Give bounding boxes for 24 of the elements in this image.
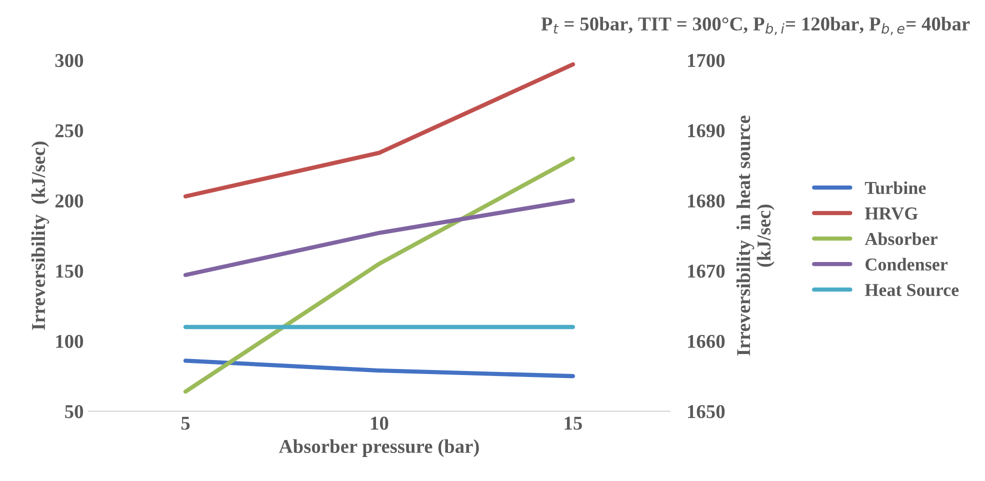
y-tick-label: 150 bbox=[56, 264, 84, 278]
legend-label: Absorber bbox=[864, 232, 938, 246]
legend-label: Heat Source bbox=[864, 284, 959, 296]
y2-tick-label: 1680 bbox=[688, 194, 725, 208]
legend-label: Turbine bbox=[864, 181, 926, 194]
y2-tick-label: 1700 bbox=[688, 54, 725, 68]
y-tick-label: 50 bbox=[65, 405, 84, 418]
x-tick-label: 10 bbox=[371, 416, 388, 430]
y-axis-title: Irreversibility (kJ/sec) bbox=[31, 142, 50, 330]
y-tick-label: 200 bbox=[55, 194, 84, 208]
legend-label: HRVG bbox=[864, 207, 918, 220]
y2-axis-title: Irreversibility in heat source (kJ/sec) bbox=[736, 116, 774, 356]
y2-tick-label: 1690 bbox=[688, 124, 725, 138]
y-tick-label: 250 bbox=[55, 124, 84, 138]
y2-tick-label: 1660 bbox=[688, 334, 725, 348]
y-tick-label: 300 bbox=[55, 54, 84, 68]
y2-tick-label: 1670 bbox=[688, 264, 725, 278]
y-tick-label: 100 bbox=[56, 334, 84, 348]
x-tick-label: 15 bbox=[564, 416, 582, 430]
x-tick-label: 5 bbox=[181, 416, 190, 430]
text: P$_{t}$ = 50bar, TIT = 300°C, P$_{b,i}$= 120bar, P$_{b,e}$= 40bar bbox=[541, 16, 970, 36]
legend-label: Condenser bbox=[866, 258, 948, 271]
x-axis-title: Absorber pressure (bar) bbox=[278, 439, 479, 457]
y2-tick-label: 1650 bbox=[688, 405, 725, 418]
